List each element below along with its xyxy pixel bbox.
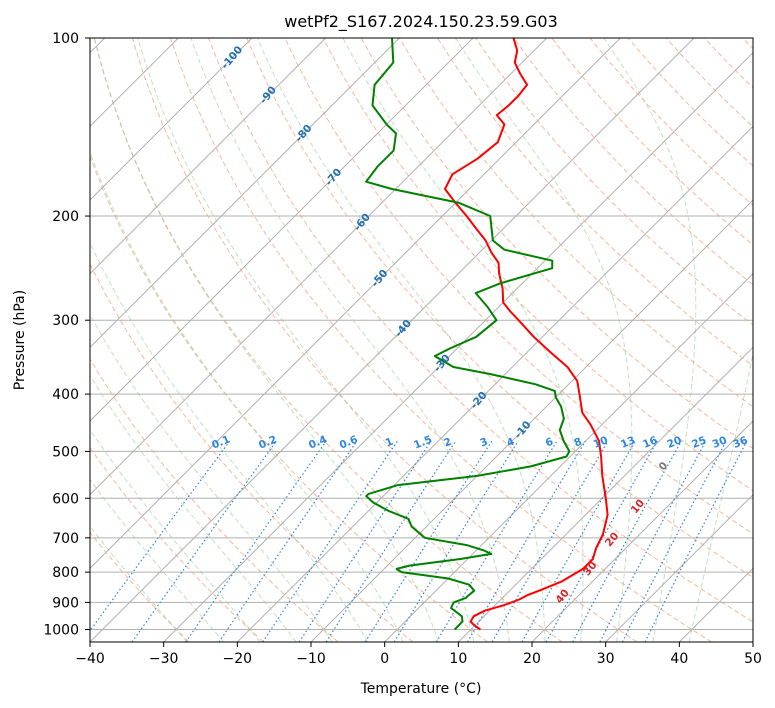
isotherm-line: [90, 38, 253, 201]
x-tick-label: −20: [223, 651, 253, 667]
dewpoint-trace: [365, 38, 571, 631]
mixing-ratio-line: [185, 440, 327, 642]
mixing-ratio-label: 3: [478, 436, 489, 450]
x-tick-label: −10: [296, 651, 326, 667]
mixing-ratio-line: [644, 440, 748, 642]
x-axis-label: Temperature (°C): [360, 681, 482, 697]
mixing-ratio-label: 25: [690, 434, 708, 451]
x-tick-label: −30: [149, 651, 179, 667]
x-tick-label: 40: [670, 651, 688, 667]
mixing-ratio-line: [218, 440, 358, 642]
y-tick-label: 400: [52, 387, 79, 403]
mixing-ratio-line: [90, 440, 231, 632]
dry-adiabat-line: [284, 38, 753, 535]
mixing-ratio-line: [521, 440, 636, 642]
isotherm-line: [457, 346, 753, 642]
isotherm-line: [236, 125, 753, 642]
y-tick-label: 200: [52, 209, 79, 225]
mixing-ratio-line: [325, 440, 457, 642]
dry-adiabat-line: [93, 38, 563, 642]
isotherm-line: [90, 38, 474, 422]
dry-adiabat-line: [360, 38, 753, 450]
moist-adiabat-line: [688, 351, 753, 642]
mixing-ratio-label: 16: [641, 434, 659, 451]
mixing-ratio-label: 4: [505, 436, 516, 450]
y-axis-label: Pressure (hPa): [12, 290, 28, 390]
mixing-ratio-line: [393, 440, 519, 642]
dry-adiabat-line: [90, 262, 414, 642]
y-tick-label: 900: [52, 595, 79, 611]
moist-adiabat-line: [90, 374, 297, 642]
isotherm-line: [90, 38, 327, 275]
moist-adiabat-line: [90, 478, 225, 642]
mixing-ratio-label: 20: [665, 434, 683, 451]
temperature-trace: [444, 38, 609, 631]
mixing-ratio-label: 13: [619, 434, 637, 451]
y-tick-label: 700: [52, 531, 79, 547]
dry-adiabat-line: [90, 358, 339, 642]
moist-adiabat-line: [90, 241, 369, 642]
mixing-ratio-label: 1: [384, 436, 395, 450]
moist-adiabat-line: [90, 150, 404, 642]
moist-adiabat-line: [256, 38, 546, 642]
mixing-ratio-label: 6: [544, 436, 555, 450]
mixing-ratio-label: 2: [442, 436, 453, 450]
isotherm-line: [90, 38, 621, 570]
dry-adiabat-line: [90, 531, 190, 642]
dry-adiabat-line: [90, 446, 264, 642]
plot-frame: [89, 37, 754, 643]
dry-adiabat-line: [322, 38, 753, 492]
x-tick-label: 0: [380, 651, 389, 667]
mixing-ratio-line: [491, 440, 609, 642]
y-tick-label: 1000: [43, 622, 79, 638]
moist-adiabat-line: [90, 313, 333, 642]
isotherm-line: [90, 38, 400, 349]
isotherm-line: [90, 38, 695, 642]
x-tick-label: 10: [449, 651, 467, 667]
chart-title: wetPf2_S167.2024.150.23.59.G03: [284, 12, 558, 32]
dry-adiabat-line: [208, 38, 753, 623]
y-tick-label: 600: [52, 491, 79, 507]
moist-adiabat-line: [603, 38, 697, 642]
isotherm-line: [90, 38, 548, 496]
mixing-ratio-line: [298, 440, 432, 642]
dry-adiabat-line: [170, 38, 712, 642]
y-tick-label: 300: [52, 313, 79, 329]
x-tick-label: 20: [523, 651, 541, 667]
dry-adiabat-line: [513, 38, 753, 286]
isotherm-line: [163, 51, 753, 642]
y-tick-label: 500: [52, 444, 79, 460]
x-tick-label: 50: [744, 651, 762, 667]
dry-adiabat-line: [246, 38, 753, 578]
mixing-ratio-label: 30: [711, 434, 729, 451]
mixing-ratio-line: [466, 440, 587, 642]
isotherm-line: [531, 420, 753, 642]
mixing-ratio-line: [435, 440, 558, 642]
mixing-ratio-label: 36: [731, 434, 749, 451]
dry-adiabat-line: [131, 38, 638, 642]
mixing-ratio-line: [364, 440, 493, 642]
moist-adiabat-line: [90, 428, 261, 642]
mixing-ratio-label: 8: [572, 436, 583, 450]
dry-adiabat-line: [90, 155, 488, 642]
x-tick-label: 30: [597, 651, 615, 667]
mixing-ratio-label: 10: [592, 434, 610, 451]
moist-adiabat-line: [342, 38, 584, 642]
moist-adiabat-line: [93, 38, 439, 642]
isotherm-line: [605, 493, 753, 642]
x-tick-label: −40: [75, 651, 105, 667]
isotherm-line: [384, 272, 753, 642]
dry-adiabat-line: [436, 38, 753, 367]
mixing-ratio-line: [262, 440, 399, 642]
moist-adiabat-line: [190, 38, 510, 642]
y-tick-label: 100: [52, 31, 79, 47]
y-tick-label: 800: [52, 565, 79, 581]
